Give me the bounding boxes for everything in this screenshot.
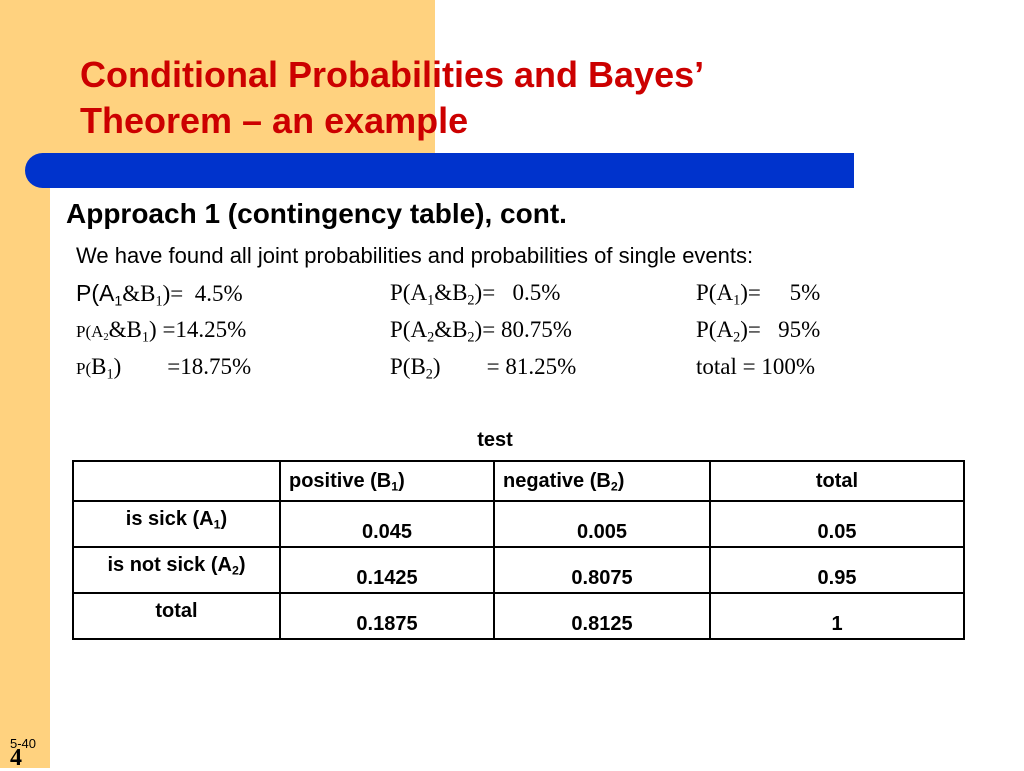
table-row: is not sick (A2) 0.1425 0.8075 0.95 bbox=[72, 546, 965, 594]
row-label-sick: is sick (A1) bbox=[72, 500, 281, 548]
slide-title: Conditional Probabilities and Bayes’ The… bbox=[80, 52, 900, 144]
row-label-sick-text: is sick (A bbox=[125, 508, 214, 530]
header-negative-label: negative (B bbox=[503, 469, 611, 492]
prob-b2: P(B2) = 81.25% bbox=[390, 354, 577, 383]
title-underline-bar bbox=[25, 153, 854, 188]
slide-subtitle: Approach 1 (contingency table), cont. bbox=[66, 198, 567, 229]
prob-b2-value: = 81.25% bbox=[486, 354, 577, 379]
prob-a1b1-value: 4.5% bbox=[194, 281, 243, 306]
header-total: total bbox=[709, 460, 965, 502]
probability-row-2: P(A2&B1) =14.25% P(A2&B2)= 80.75% P(A2)=… bbox=[76, 313, 936, 347]
prob-b1-value: =18.75% bbox=[167, 354, 252, 379]
table-cell: 0.005 bbox=[493, 500, 711, 548]
prob-a1b1: P(A1&B1)= 4.5% bbox=[76, 280, 243, 310]
prob-a2: P(A2)= 95% bbox=[696, 317, 821, 346]
probability-row-3: P(B1) =18.75% P(B2) = 81.25% total = 100… bbox=[76, 350, 936, 384]
table-cell: 0.1875 bbox=[279, 592, 495, 640]
row-label-not-sick-text: is not sick (A bbox=[107, 554, 232, 576]
slide-number-small: 5-40 bbox=[10, 736, 37, 751]
row-label-total: total bbox=[72, 592, 281, 640]
table-cell: 0.8125 bbox=[493, 592, 711, 640]
prob-a2b2: P(A2&B2)= 80.75% bbox=[390, 317, 572, 346]
prob-b1: P(B1) =18.75% bbox=[76, 354, 252, 383]
table-row: total 0.1875 0.8125 1 bbox=[72, 592, 965, 640]
table-cell: 0.95 bbox=[709, 546, 965, 594]
table-cell: 0.1425 bbox=[279, 546, 495, 594]
prob-a1b2: P(A1&B2)= 0.5% bbox=[390, 280, 561, 309]
row-label-not-sick: is not sick (A2) bbox=[72, 546, 281, 594]
prob-a1-value: 5% bbox=[789, 280, 821, 305]
header-empty-cell bbox=[72, 460, 281, 502]
prob-a1b2-value: 0.5% bbox=[512, 280, 561, 305]
table-cell: 0.05 bbox=[709, 500, 965, 548]
slide-title-line2: Theorem – an example bbox=[80, 100, 469, 141]
prob-a2b1: P(A2&B1) =14.25% bbox=[76, 317, 247, 346]
table-cell: 1 bbox=[709, 592, 965, 640]
table-cell: 0.045 bbox=[279, 500, 495, 548]
top-accent-block bbox=[50, 0, 435, 155]
header-positive: positive (B1) bbox=[279, 460, 495, 502]
prob-total: total = 100% bbox=[696, 354, 816, 379]
probability-row-1: P(A1&B1)= 4.5% P(A1&B2)= 0.5% P(A1)= 5% bbox=[76, 276, 936, 310]
contingency-table: positive (B1) negative (B2) total is sic… bbox=[72, 460, 965, 640]
table-cell: 0.8075 bbox=[493, 546, 711, 594]
prob-a2-value: 95% bbox=[778, 317, 821, 342]
table-header-row: positive (B1) negative (B2) total bbox=[72, 460, 965, 502]
prob-a2b2-value: = 80.75% bbox=[482, 317, 572, 342]
prob-a2b1-value: =14.25% bbox=[162, 317, 247, 342]
slide-number-big: 4 bbox=[10, 745, 22, 771]
intro-text: We have found all joint probabilities an… bbox=[76, 243, 754, 268]
header-positive-label: positive (B bbox=[289, 469, 392, 492]
header-negative: negative (B2) bbox=[493, 460, 711, 502]
table-row: is sick (A1) 0.045 0.005 0.05 bbox=[72, 500, 965, 548]
slide-title-line1: Conditional Probabilities and Bayes’ bbox=[80, 54, 705, 95]
left-accent-bar bbox=[0, 0, 50, 768]
prob-a1: P(A1)= 5% bbox=[696, 280, 821, 309]
table-caption: test bbox=[477, 429, 513, 451]
